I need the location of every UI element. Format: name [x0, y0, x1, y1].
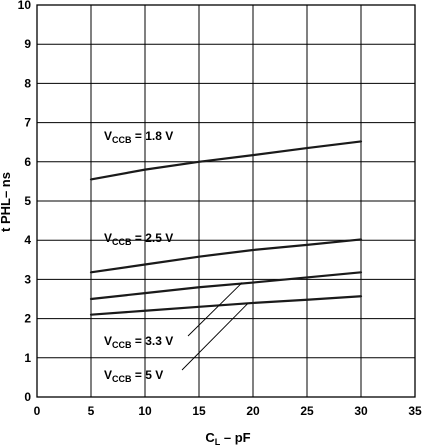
y-tick-label: 9 [24, 37, 31, 51]
y-tick-label: 1 [24, 351, 31, 365]
series-label-4: VCCB = 5 V [104, 368, 163, 384]
y-axis-title: t PHL– ns [0, 172, 13, 232]
y-tick-label: 10 [18, 0, 32, 12]
series-line-3 [89, 271, 363, 301]
series-line-2 [89, 238, 363, 274]
series-label-main: V [104, 334, 112, 348]
series-label-rest: = 5 V [132, 368, 164, 382]
y-tick-label: 5 [24, 194, 31, 208]
series-label-sub: CCB [112, 237, 132, 247]
y-tick-label: 3 [24, 272, 31, 286]
series-label-rest: = 1.8 V [132, 129, 174, 143]
y-tick-label: 0 [24, 390, 31, 404]
leader-lines [181, 282, 248, 371]
x-axis-title-rest: – pF [220, 430, 250, 445]
x-tick-label: 35 [408, 404, 422, 418]
x-tick-labels: 0 5 10 15 20 25 30 35 [34, 404, 422, 418]
series-group [89, 140, 363, 316]
series-line-1 [89, 140, 363, 181]
series-line-4 [89, 295, 363, 316]
series-label-1: VCCB = 1.8 V [104, 129, 173, 145]
y-tick-label: 4 [24, 233, 31, 247]
y-tick-labels: 0 1 2 3 4 5 6 7 8 9 10 [18, 0, 32, 404]
y-tick-label: 6 [24, 155, 31, 169]
x-axis-title: CL – pF [205, 430, 250, 445]
x-tick-label: 15 [192, 404, 206, 418]
y-tick-label: 7 [24, 116, 31, 130]
series-label-sub: CCB [112, 135, 132, 145]
x-axis-title-sub: L [215, 437, 221, 445]
series-label-main: V [104, 231, 112, 245]
series-label-sub: CCB [112, 340, 132, 350]
series-label-2: VCCB = 2.5 V [104, 231, 173, 247]
leader-line-3v3 [187, 282, 243, 337]
series-label-sub: CCB [112, 374, 132, 384]
series-label-3: VCCB = 3.3 V [104, 334, 173, 350]
y-tick-label: 2 [24, 312, 31, 326]
x-tick-label: 10 [138, 404, 152, 418]
x-axis-title-main: C [205, 430, 215, 445]
x-tick-label: 30 [354, 404, 368, 418]
x-tick-label: 20 [246, 404, 260, 418]
x-tick-label: 0 [34, 404, 41, 418]
series-label-main: V [104, 368, 112, 382]
grid [36, 4, 416, 398]
y-tick-label: 8 [24, 76, 31, 90]
series-label-rest: = 3.3 V [132, 334, 174, 348]
x-tick-label: 5 [88, 404, 95, 418]
x-tick-label: 25 [300, 404, 314, 418]
series-label-rest: = 2.5 V [132, 231, 174, 245]
leader-line-5v [181, 303, 248, 371]
series-label-main: V [104, 129, 112, 143]
plot-border [36, 4, 416, 398]
